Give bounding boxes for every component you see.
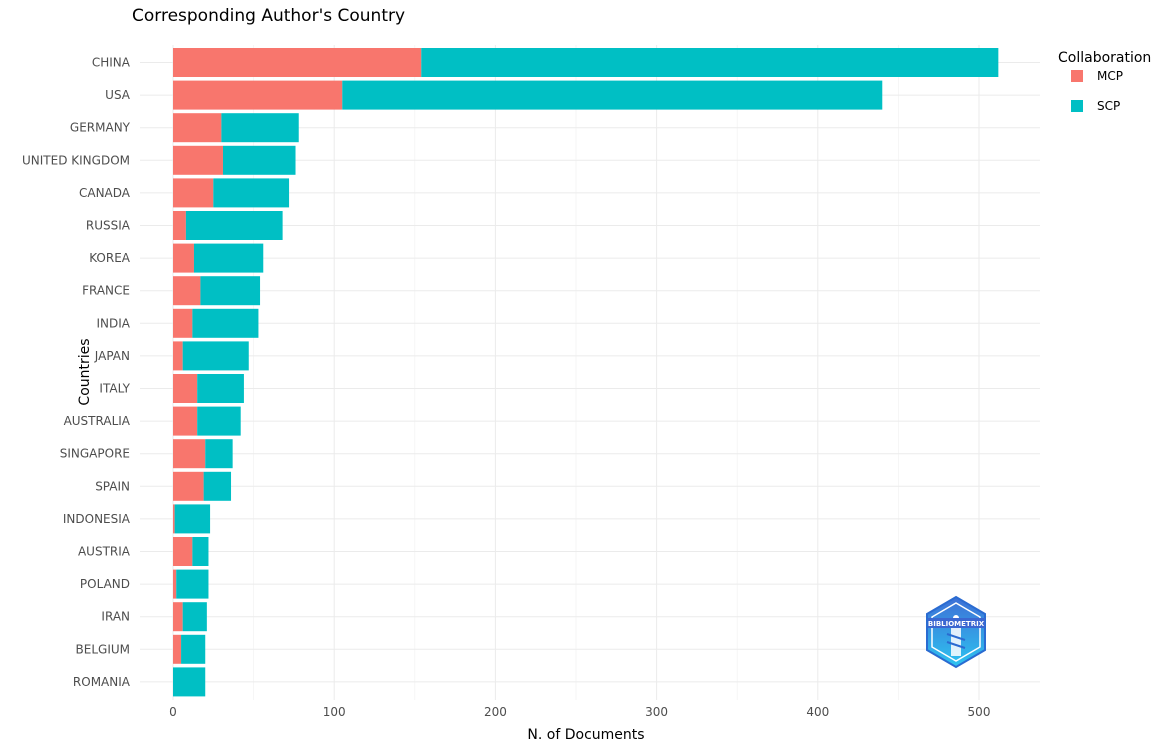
x-tick-label: 100 bbox=[323, 705, 346, 719]
bar-segment-mcp[interactable] bbox=[173, 244, 194, 273]
y-tick-label: IRAN bbox=[101, 610, 130, 624]
bar-segment-mcp[interactable] bbox=[173, 341, 183, 370]
bar-segment-scp[interactable] bbox=[342, 81, 882, 110]
y-tick-label: AUSTRIA bbox=[78, 545, 131, 559]
bar-segment-scp[interactable] bbox=[183, 602, 207, 631]
y-tick-label: SPAIN bbox=[95, 479, 130, 493]
bar-segment-mcp[interactable] bbox=[173, 178, 213, 207]
bar-segment-scp[interactable] bbox=[175, 504, 210, 533]
logo-text: BIBLIOMETRIX bbox=[928, 620, 985, 628]
bar-segment-scp[interactable] bbox=[197, 374, 244, 403]
bar-segment-mcp[interactable] bbox=[173, 211, 186, 240]
bar-segment-scp[interactable] bbox=[192, 309, 258, 338]
grid-lines bbox=[140, 45, 1040, 700]
y-tick-label: JAPAN bbox=[94, 349, 130, 363]
y-tick-label: BELGIUM bbox=[76, 642, 130, 656]
bar-segment-scp[interactable] bbox=[421, 48, 998, 77]
bar-segment-scp[interactable] bbox=[223, 146, 296, 175]
bar-segment-mcp[interactable] bbox=[173, 407, 197, 436]
legend-label: SCP bbox=[1097, 99, 1120, 113]
y-tick-label: ROMANIA bbox=[73, 675, 131, 689]
legend-label: MCP bbox=[1097, 69, 1123, 83]
y-axis-title: Countries bbox=[77, 338, 93, 405]
y-tick-label: FRANCE bbox=[82, 284, 130, 298]
bar-segment-scp[interactable] bbox=[192, 537, 208, 566]
bibliometrix-logo: BIBLIOMETRIX bbox=[927, 597, 985, 667]
bar-segment-mcp[interactable] bbox=[173, 504, 175, 533]
y-tick-label: UNITED KINGDOM bbox=[22, 153, 130, 167]
legend-swatch-scp bbox=[1071, 100, 1083, 112]
bar-segment-scp[interactable] bbox=[221, 113, 298, 142]
bar-segment-scp[interactable] bbox=[194, 244, 263, 273]
bar-segment-mcp[interactable] bbox=[173, 635, 181, 664]
y-tick-label: ITALY bbox=[99, 382, 130, 396]
bar-segment-mcp[interactable] bbox=[173, 48, 421, 77]
y-tick-label: INDIA bbox=[96, 316, 130, 330]
bar-segment-mcp[interactable] bbox=[173, 472, 204, 501]
bar-segment-scp[interactable] bbox=[204, 472, 231, 501]
bar-segment-scp[interactable] bbox=[186, 211, 283, 240]
bar-segment-mcp[interactable] bbox=[173, 146, 223, 175]
chart-title: Corresponding Author's Country bbox=[132, 6, 405, 26]
bar-segment-scp[interactable] bbox=[200, 276, 260, 305]
bar-segment-scp[interactable] bbox=[181, 635, 205, 664]
bar-segment-scp[interactable] bbox=[173, 667, 205, 696]
bars bbox=[173, 48, 998, 696]
legend-title: Collaboration bbox=[1058, 50, 1151, 66]
bar-segment-mcp[interactable] bbox=[173, 602, 183, 631]
bar-segment-scp[interactable] bbox=[205, 439, 232, 468]
y-tick-label: RUSSIA bbox=[86, 219, 131, 233]
bar-segment-scp[interactable] bbox=[213, 178, 289, 207]
bar-segment-mcp[interactable] bbox=[173, 570, 176, 599]
bar-segment-mcp[interactable] bbox=[173, 374, 197, 403]
y-tick-label: POLAND bbox=[80, 577, 130, 591]
x-tick-label: 0 bbox=[169, 705, 177, 719]
y-tick-label: CANADA bbox=[79, 186, 131, 200]
bar-segment-mcp[interactable] bbox=[173, 113, 221, 142]
x-tick-label: 300 bbox=[645, 705, 668, 719]
bar-segment-scp[interactable] bbox=[183, 341, 249, 370]
y-tick-label: AUSTRALIA bbox=[64, 414, 131, 428]
y-tick-label: USA bbox=[105, 88, 131, 102]
y-tick-label: INDONESIA bbox=[63, 512, 131, 526]
bar-segment-mcp[interactable] bbox=[173, 537, 192, 566]
bar-segment-scp[interactable] bbox=[176, 570, 208, 599]
legend-items: MCP SCP bbox=[1071, 69, 1123, 113]
x-axis-title: N. of Documents bbox=[527, 727, 644, 742]
x-tick-label: 500 bbox=[968, 705, 991, 719]
bar-segment-mcp[interactable] bbox=[173, 309, 192, 338]
bar-segment-scp[interactable] bbox=[197, 407, 241, 436]
bar-segment-mcp[interactable] bbox=[173, 81, 342, 110]
y-tick-label: SINGAPORE bbox=[60, 447, 130, 461]
x-tick-labels: 0 100 200 300 400 500 bbox=[169, 705, 990, 719]
x-tick-label: 400 bbox=[806, 705, 829, 719]
bar-segment-mcp[interactable] bbox=[173, 439, 205, 468]
y-tick-label: CHINA bbox=[92, 56, 131, 70]
y-tick-label: GERMANY bbox=[70, 121, 131, 135]
legend-swatch-mcp bbox=[1071, 70, 1083, 82]
bar-segment-mcp[interactable] bbox=[173, 276, 200, 305]
y-tick-label: KOREA bbox=[89, 251, 131, 265]
x-tick-label: 200 bbox=[484, 705, 507, 719]
legend[interactable]: Collaboration MCP SCP bbox=[1058, 50, 1151, 113]
